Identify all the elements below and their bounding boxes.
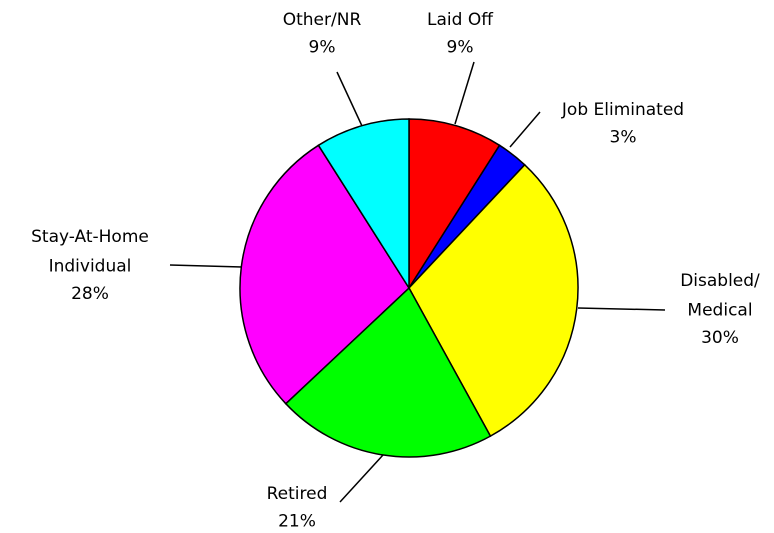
value-label: 3% (610, 128, 637, 148)
leader-line (339, 454, 384, 503)
slice-label: Stay-At-Home Individual (31, 227, 149, 277)
leader-line (454, 61, 475, 125)
value-label: 9% (309, 38, 336, 58)
slice (408, 118, 501, 291)
leader-line (577, 307, 666, 311)
leader-line (509, 111, 541, 148)
slice-label: Disabled/Medical (680, 271, 760, 321)
leader-line (169, 264, 243, 268)
slice (408, 163, 579, 438)
value-label: 9% (447, 38, 474, 58)
slice-label: Retired (267, 484, 328, 504)
labels: Laid Off 9% Job Eliminated 3% Disabled/Medic… (31, 10, 760, 532)
value-label: 28% (71, 284, 109, 304)
value-label: 30% (701, 328, 739, 348)
slice-label: Laid Off (427, 10, 494, 30)
slice-label: Other/NR (283, 10, 362, 30)
value-label: 21% (278, 512, 316, 532)
leader-line (336, 71, 363, 127)
pie (239, 118, 579, 458)
slice-label: Job Eliminated (561, 100, 684, 120)
